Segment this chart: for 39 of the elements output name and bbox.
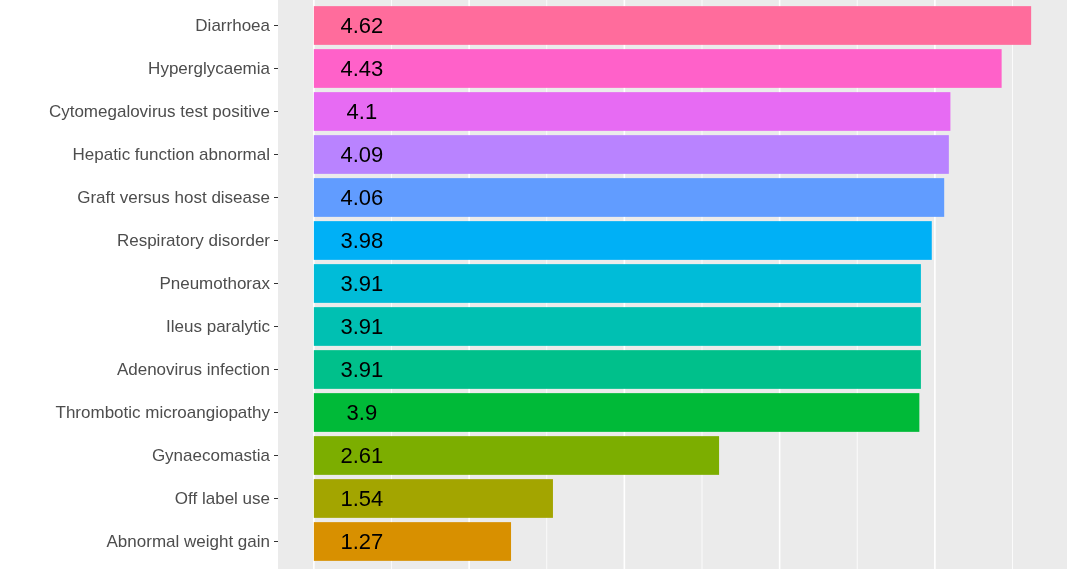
y-tick-label: Gynaecomastia [151,446,271,466]
data-label: 3.91 [340,314,384,340]
bar [313,221,932,260]
y-tick-label: Pneumothorax [159,274,271,294]
bar [313,49,1002,88]
y-tick-label: Ileus paralytic [166,317,271,337]
data-label: 4.09 [340,142,384,168]
data-label: 1.27 [340,529,384,555]
bar [313,393,920,432]
data-label: 3.9 [346,400,378,426]
data-label: 3.91 [340,271,384,297]
y-tick-label: Hepatic function abnormal [72,145,270,165]
y-tick-label: Cytomegalovirus test positive [48,102,270,122]
y-tick-label: Off label use [174,489,270,509]
y-tick-label: Respiratory disorder [116,231,271,251]
bar [313,522,512,561]
y-tick-label: Diarrhoea [195,16,271,36]
bar [313,350,921,389]
bar [313,307,921,346]
data-label: 2.61 [340,443,384,469]
y-tick-label: Graft versus host disease [77,188,270,208]
bar [313,92,951,131]
data-label: 3.98 [340,228,384,254]
bar [313,436,720,475]
y-tick-label: Thrombotic microangiopathy [55,403,271,423]
data-label: 1.54 [340,486,384,512]
data-label: 4.43 [340,56,384,82]
bar [313,178,945,217]
bar [313,6,1032,45]
bar [313,135,949,174]
data-label: 4.1 [346,99,378,125]
data-label: 4.06 [340,185,384,211]
y-tick-label: Adenovirus infection [116,360,270,380]
data-label: 4.62 [340,13,384,39]
y-tick-label: Hyperglycaemia [148,59,271,79]
bar [313,479,553,518]
y-tick-label: Abnormal weight gain [106,532,270,552]
data-label: 3.91 [340,357,384,383]
bar [313,264,921,303]
